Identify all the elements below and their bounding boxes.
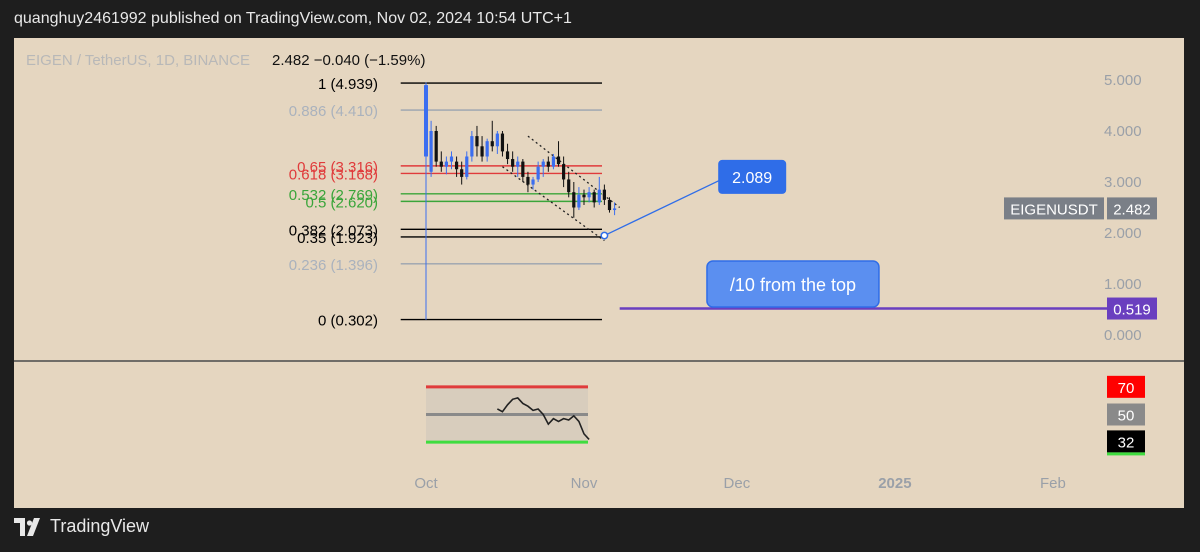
y-tick-label: 3.000 <box>1104 174 1142 191</box>
note-callout-text: /10 from the top <box>730 275 856 295</box>
candle-body <box>562 164 566 180</box>
y-tick-label: 1.000 <box>1104 276 1142 293</box>
price-change-line: 2.482 −0.040 (−1.59%) <box>272 52 425 69</box>
candle-body <box>521 161 525 177</box>
candle-body <box>516 161 520 167</box>
rsi-axis-tag <box>1107 403 1145 426</box>
x-tick-label: Oct <box>414 475 438 492</box>
rsi-line <box>496 397 590 440</box>
candle-body <box>485 141 489 157</box>
candle-body <box>444 161 448 167</box>
candle-body <box>490 141 494 147</box>
symbol-axis-tag-text: EIGENUSDT <box>1010 201 1098 218</box>
candle-body <box>434 131 438 162</box>
projection-anchor <box>600 231 609 240</box>
symbol-axis-tag <box>1004 197 1104 220</box>
price-axis-tag <box>1107 197 1157 220</box>
candle-body <box>449 156 454 162</box>
candle-body <box>546 161 550 167</box>
candle-body <box>536 166 540 180</box>
tradingview-logo-icon <box>14 517 40 536</box>
symbol-line: EIGEN / TetherUS, 1D, BINANCE <box>26 52 250 69</box>
candle-body <box>500 133 505 152</box>
candle-body <box>495 133 499 147</box>
candle-body <box>587 192 591 198</box>
target-axis-tag <box>1107 297 1157 320</box>
rsi-axis-tag-text: 70 <box>1118 380 1135 397</box>
candle-body <box>475 136 479 147</box>
candle-body <box>541 161 545 167</box>
candle-body <box>470 136 474 157</box>
fib-level-label: 0.236 (1.396) <box>289 257 378 274</box>
candle-body <box>597 189 601 203</box>
fib-level-label: 0.5 (2.620) <box>305 194 378 211</box>
fib-level-label: 0.532 (2.769) <box>289 187 378 204</box>
candle-body <box>511 159 515 167</box>
candle-body <box>526 176 530 185</box>
candle-body <box>607 199 612 211</box>
candle-body <box>465 156 469 177</box>
target-axis-tag-text: 0.519 <box>1113 302 1151 319</box>
footer-brand: TradingView <box>50 516 150 536</box>
fib-level-label: 0.382 (2.073) <box>289 222 378 239</box>
publish-header: quanghuy2461992 published on TradingView… <box>14 10 572 27</box>
y-tick-label: 0.000 <box>1104 327 1142 344</box>
candle-body <box>582 194 586 198</box>
candle-body <box>424 85 428 157</box>
fib-level-label: 0.65 (3.316) <box>297 159 378 176</box>
x-tick-label: Nov <box>571 475 598 492</box>
chart-panel[interactable]: 5.000 4.000 3.000 2.000 1.000 0.000 Oct Nov Dec 2… <box>14 38 1184 508</box>
fib-level-label: 1 (4.939) <box>318 76 378 93</box>
candle-body <box>567 179 571 193</box>
y-tick-label: 4.000 <box>1104 123 1142 140</box>
y-tick-label: 5.000 <box>1104 72 1142 89</box>
note-callout-box <box>706 260 880 308</box>
candle-body <box>429 131 433 172</box>
candle-body <box>577 194 581 208</box>
fib-level-label: 0.886 (4.410) <box>289 103 378 120</box>
rsi-axis-tag <box>1107 375 1145 398</box>
price-callout-box <box>718 159 787 194</box>
candle-body <box>531 179 535 185</box>
candle-body <box>460 169 464 177</box>
fib-level-label: 0.618 (3.168) <box>289 166 378 183</box>
x-tick-label: Feb <box>1040 475 1066 492</box>
channel-lower-line <box>502 166 605 242</box>
projection-line <box>604 176 727 237</box>
candle-body <box>480 146 484 157</box>
price-axis-tag-text: 2.482 <box>1113 201 1151 218</box>
rsi-current-tag <box>1107 430 1145 453</box>
candle-body <box>572 192 576 208</box>
footer: TradingView <box>14 516 149 537</box>
candlestick-chart[interactable]: 5.000 4.000 3.000 2.000 1.000 0.000 Oct Nov Dec 2… <box>14 38 1184 508</box>
candle-body <box>439 161 443 167</box>
price-callout-text: 2.089 <box>732 170 772 187</box>
rsi-axis-tag-text: 50 <box>1118 408 1135 425</box>
rsi-current-tag-text: 32 <box>1118 434 1135 451</box>
candle-body <box>551 156 556 167</box>
fib-level-label: 0 (0.302) <box>318 313 378 330</box>
candle-body <box>602 189 606 200</box>
x-tick-label: Dec <box>724 475 751 492</box>
fib-level-label: 0.35 (1.923) <box>297 230 378 247</box>
candle-body <box>505 151 510 160</box>
candle-body <box>556 156 561 165</box>
y-tick-label: 2.000 <box>1104 225 1142 242</box>
candle-body <box>592 192 596 203</box>
rsi-current-tag-underline <box>1107 452 1145 456</box>
candle-body <box>612 208 617 211</box>
candle-body <box>454 161 459 170</box>
x-tick-label: 2025 <box>878 475 911 492</box>
